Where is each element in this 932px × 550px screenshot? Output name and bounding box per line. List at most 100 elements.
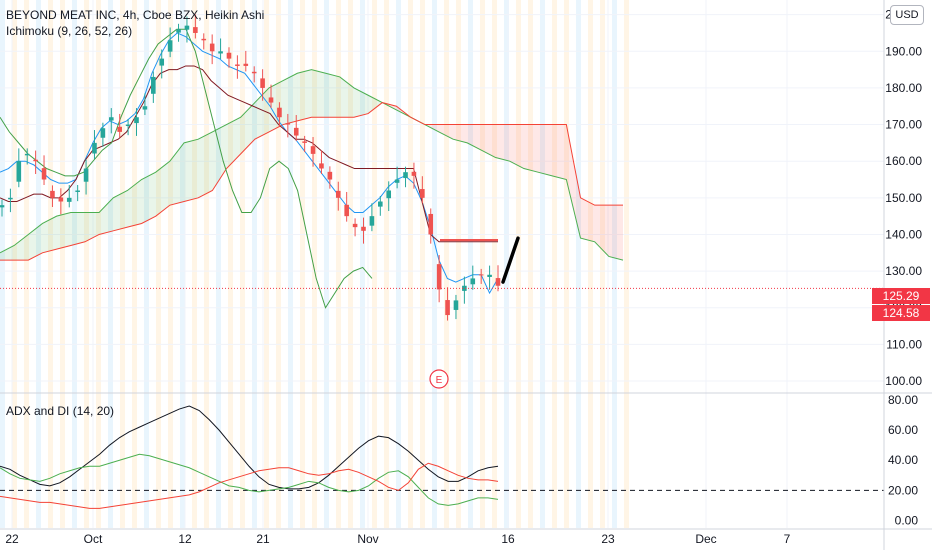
session-stripe — [300, 0, 305, 528]
session-stripe — [288, 0, 293, 528]
time-axis: 22 Oct 12 21 Nov 16 23 Dec 7 — [5, 532, 790, 546]
session-stripe — [456, 0, 461, 528]
candle-body — [411, 171, 417, 176]
candle-body — [277, 107, 282, 118]
candle-body — [16, 161, 22, 182]
candle-body — [327, 171, 333, 180]
candle-body — [361, 226, 366, 231]
session-stripe — [144, 0, 149, 528]
candle-body — [117, 126, 122, 132]
ichimoku-cloud — [0, 69, 624, 261]
session-stripe — [408, 0, 413, 528]
candle-body — [420, 189, 425, 198]
session-stripe — [252, 0, 257, 528]
session-background — [0, 0, 629, 528]
price-tick-label: 170.00 — [885, 118, 922, 132]
leading-span-b — [0, 102, 623, 261]
candle-body — [193, 27, 198, 33]
cloud-segment — [127, 179, 142, 228]
cloud-segment — [353, 87, 369, 118]
price-tick-label: 110.00 — [886, 337, 922, 351]
session-stripe — [492, 0, 497, 528]
cloud-segment — [155, 161, 170, 217]
session-stripe — [312, 0, 317, 528]
candle-body — [462, 285, 467, 291]
session-stripe — [120, 0, 125, 528]
price-tick-label: 180.00 — [885, 81, 922, 95]
session-stripe — [468, 0, 473, 528]
time-tick-label: 23 — [601, 532, 615, 546]
cloud-segment — [141, 172, 156, 224]
candle-body — [495, 278, 501, 286]
session-stripe — [444, 0, 449, 528]
candle-body — [66, 197, 72, 202]
session-stripe — [324, 0, 329, 528]
cloud-segment — [467, 124, 482, 151]
candle-body — [108, 117, 114, 121]
cloud-segment — [113, 190, 128, 231]
cloud-segment — [311, 69, 326, 118]
candle-body — [310, 146, 316, 154]
candle-body — [386, 190, 392, 199]
drawn-trendline — [501, 236, 520, 284]
candle-body — [478, 274, 484, 276]
cloud-segment — [169, 142, 185, 206]
session-stripe — [108, 0, 113, 528]
candle-body — [378, 201, 383, 207]
cloud-segment — [99, 197, 114, 235]
candle-body — [218, 51, 223, 54]
candle-body — [344, 204, 349, 217]
ichimoku-legend[interactable]: Ichimoku (9, 26, 52, 26) — [6, 24, 133, 38]
cloud-segment — [523, 124, 539, 173]
candle-body — [58, 197, 64, 202]
price-tick-label: 190.00 — [885, 44, 922, 58]
session-stripe — [264, 0, 269, 528]
cloud-segment — [56, 212, 71, 250]
candle-body — [302, 141, 307, 143]
cloud-segment — [566, 124, 581, 239]
adx-pane — [0, 405, 884, 509]
session-stripe — [432, 0, 437, 528]
annotations: E — [429, 236, 520, 389]
cloud-segment — [325, 73, 340, 118]
candle-body — [8, 197, 13, 200]
session-stripe — [372, 0, 377, 528]
cloud-segment — [84, 212, 100, 242]
minus-di-series-line — [0, 462, 499, 509]
candle-body — [167, 40, 173, 52]
time-tick-label: 21 — [256, 532, 270, 546]
session-stripe — [228, 0, 233, 528]
session-stripe — [612, 0, 617, 528]
candle-body — [394, 179, 400, 183]
candle-body — [41, 168, 47, 180]
cloud-segment — [240, 102, 255, 154]
session-stripe — [204, 0, 209, 528]
time-tick-label: 7 — [784, 532, 791, 546]
price-tick-label: 100.00 — [885, 374, 922, 388]
candle-body — [260, 78, 265, 88]
candle-body — [0, 205, 5, 208]
session-stripe — [180, 0, 185, 528]
candle-body — [209, 43, 215, 52]
candle-body — [319, 163, 324, 169]
candle-body — [453, 300, 459, 310]
session-stripe — [60, 0, 65, 528]
candle-body — [50, 190, 55, 198]
candle-body — [226, 52, 232, 59]
session-stripe — [240, 0, 245, 528]
candles — [0, 14, 501, 321]
session-stripe — [0, 0, 5, 528]
session-stripe — [192, 0, 197, 528]
session-stripe — [84, 0, 89, 528]
currency-button[interactable]: USD — [890, 5, 924, 25]
session-stripe — [600, 0, 605, 528]
cloud-segment — [538, 124, 553, 176]
adx-legend[interactable]: ADX and DI (14, 20) — [6, 404, 115, 418]
adx-tick-label: 20.00 — [888, 483, 918, 497]
session-stripe — [336, 0, 341, 528]
candle-body — [83, 168, 89, 182]
last-price-tag: 125.29 — [872, 288, 930, 304]
session-stripe — [624, 0, 629, 528]
candle-body — [293, 127, 299, 136]
